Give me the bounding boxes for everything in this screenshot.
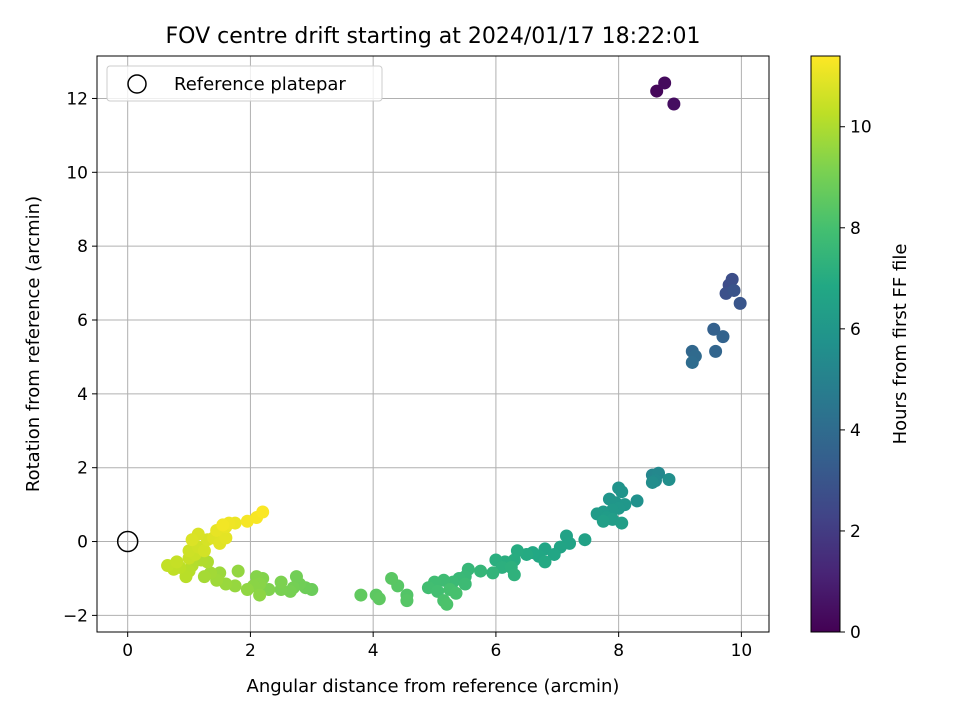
data-point [170,555,184,569]
chart-title: FOV centre drift starting at 2024/01/17 … [166,24,701,49]
y-tick-label: 8 [77,237,88,257]
data-point [372,592,386,606]
data-point [707,322,721,336]
data-point [733,296,747,310]
data-point [216,518,230,532]
x-axis-label: Angular distance from reference (arcmin) [247,676,620,697]
data-point [197,544,211,558]
data-point [709,344,723,358]
legend-label: Reference platepar [174,74,346,95]
colorbar-ticks: 0 2 4 6 8 10 [840,118,872,643]
data-point [486,566,500,580]
x-tick-label: 10 [731,641,753,661]
y-tick-label: 10 [66,163,88,183]
legend-box [106,65,383,102]
x-tick-label: 4 [368,641,379,661]
data-point [400,594,414,608]
y-tick-label: 2 [77,459,88,479]
x-tick-label: 2 [245,641,256,661]
y-tick-label: 0 [77,533,88,553]
data-point [596,514,610,528]
data-point [725,272,739,286]
colorbar-tick-label: 8 [850,219,861,239]
points-layer [161,76,747,611]
x-tick-label: 0 [122,641,133,661]
data-point [354,588,368,602]
data-point [615,485,629,499]
y-tick-label: −2 [63,606,88,626]
data-point [274,575,288,589]
y-tick-label: 6 [77,311,88,331]
ticks-layer: 0 2 4 6 8 10 −2 0 2 4 6 8 10 12 [63,89,752,661]
data-point [289,570,303,584]
colorbar [810,55,841,633]
colorbar-tick-label: 2 [850,522,861,542]
data-point [385,571,399,585]
data-point [650,84,664,98]
legend-marker-icon [127,74,147,94]
data-point [645,475,659,489]
data-point [253,588,267,602]
data-point [662,473,676,487]
data-point [615,516,629,530]
data-point [547,547,561,561]
data-point [431,584,445,598]
colorbar-tick-label: 6 [850,320,861,340]
data-point [685,355,699,369]
data-point [538,555,552,569]
colorbar-tick-label: 4 [850,421,861,441]
data-point [197,570,211,584]
data-point [449,586,463,600]
y-tick-label: 4 [77,385,88,405]
data-point [256,505,270,519]
plot-frame [96,55,770,633]
data-point [219,531,233,545]
reference-platepar-marker [116,530,139,553]
data-point [716,330,730,344]
y-axis-label: Rotation from reference (arcmin) [23,196,44,492]
data-point [185,533,199,547]
x-tick-label: 6 [490,641,501,661]
colorbar-tick-label: 0 [850,623,861,643]
data-point [231,564,245,578]
data-point [658,76,672,90]
grid-layer [97,56,769,632]
x-tick-label: 8 [613,641,624,661]
data-point [727,283,741,297]
y-tick-label: 12 [66,89,88,109]
data-point [578,533,592,547]
data-point [667,97,681,111]
data-point [240,583,254,597]
data-point [179,570,193,584]
data-point [474,564,488,578]
legend: Reference platepar [106,65,383,102]
data-point [440,597,454,611]
data-point [458,577,472,591]
colorbar-tick-label: 10 [850,118,872,138]
colorbar-label: Hours from first FF file [890,244,911,445]
data-point [507,568,521,582]
data-point [630,494,644,508]
